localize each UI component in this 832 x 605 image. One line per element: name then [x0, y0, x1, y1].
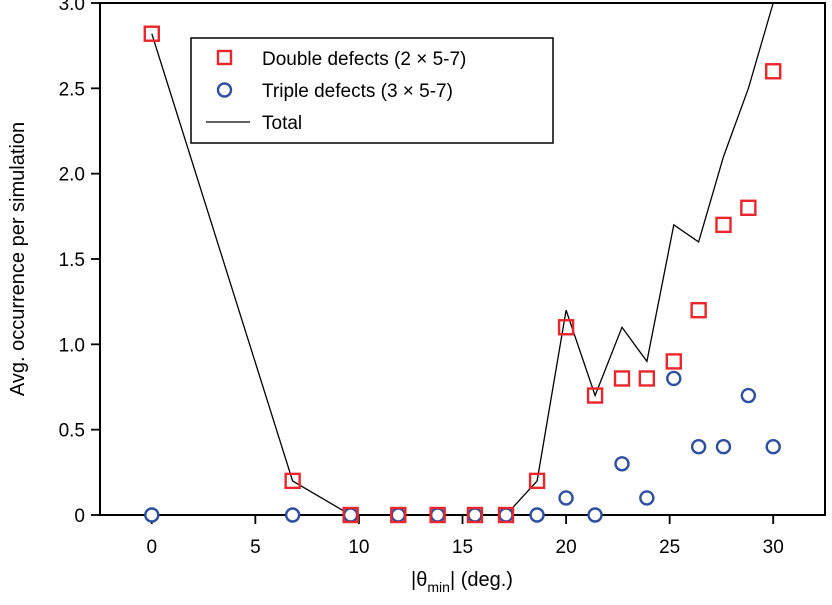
triple-defect-point: [429, 507, 446, 523]
double-defect-point: [390, 506, 407, 524]
triple-defect-point: [144, 507, 160, 523]
y-tick-label: 2.5: [59, 79, 85, 100]
double-defect-point: [638, 370, 656, 387]
legend-label-double: Double defects (2 × 5-7): [262, 49, 466, 70]
double-defect-point: [586, 387, 604, 404]
y-tick-label: 3.0: [59, 0, 85, 15]
y-tick-label: 0: [74, 506, 85, 527]
x-axis-title-main: |θ: [411, 569, 427, 591]
double-defect-point: [740, 199, 757, 217]
double-defect-point: [665, 353, 682, 370]
y-tick-label: 0.5: [59, 421, 85, 442]
x-axis-title: |θmin| (deg.): [411, 569, 513, 595]
triple-defect-point: [587, 507, 603, 523]
triple-defect-point: [639, 490, 655, 506]
y-tick-label: 1.5: [59, 250, 85, 271]
triple-defect-point: [690, 439, 707, 455]
triple-defect-point: [715, 439, 732, 455]
double-defect-point: [715, 216, 732, 234]
triple-defect-point: [666, 370, 682, 387]
legend: Double defects (2 × 5-7) Triple defects …: [190, 37, 554, 144]
triple-defect-point: [284, 507, 301, 523]
x-tick-label: 10: [348, 537, 369, 558]
double-defect-point: [765, 63, 782, 80]
y-axis: 0 0.5 1.0 1.5 2.0 2.5 3.0: [59, 0, 100, 527]
legend-marker-double: [216, 49, 233, 66]
triple-defect-point: [529, 507, 545, 523]
y-tick-label: 1.0: [59, 335, 85, 356]
triple-defect-point: [558, 490, 574, 506]
x-tick-label: 30: [763, 537, 784, 558]
series-line-total: [151, 2, 774, 516]
y-tick-label: 2.0: [59, 165, 85, 186]
double-defect-point: [284, 472, 301, 490]
x-tick-label: 15: [452, 537, 473, 558]
x-tick-label: 20: [556, 537, 577, 558]
double-defect-point: [429, 506, 446, 524]
y-axis-title: Avg. occurrence per simulation: [7, 122, 29, 396]
triple-defect-point: [614, 456, 630, 472]
triple-defect-point: [342, 507, 359, 523]
legend-label-total: Total: [262, 113, 302, 134]
triple-defect-point: [765, 439, 781, 455]
x-axis-title-tail: | (deg.): [450, 569, 513, 591]
legend-label-triple: Triple defects (3 × 5-7): [262, 81, 453, 102]
double-defect-point: [466, 506, 484, 524]
triple-defect-point: [740, 387, 757, 404]
x-tick-label: 5: [250, 537, 261, 558]
x-axis-title-subscript: min: [427, 579, 450, 595]
double-defect-point: [613, 370, 631, 387]
double-defect-point: [690, 302, 707, 319]
x-axis: 0 5 10 15 20 25 30: [146, 515, 784, 558]
series-layer: [143, 2, 782, 524]
x-tick-label: 25: [659, 537, 680, 558]
x-tick-label: 0: [146, 537, 157, 558]
triple-defect-point: [498, 507, 514, 523]
double-defect-point: [342, 506, 359, 524]
double-defect-point: [528, 472, 546, 490]
triple-defect-point: [390, 507, 406, 523]
legend-box: [190, 37, 554, 144]
double-defect-point: [557, 319, 575, 336]
legend-marker-triple: [216, 82, 233, 98]
double-defect-point: [143, 25, 160, 42]
triple-defect-point: [467, 507, 483, 523]
double-defect-point: [497, 506, 515, 524]
